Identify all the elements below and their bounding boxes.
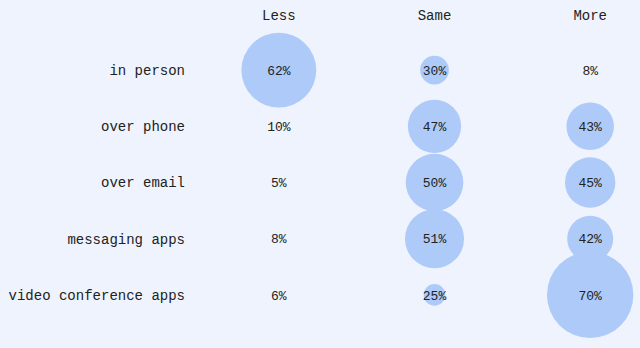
svg-text:Same: Same [418, 8, 452, 24]
svg-text:8%: 8% [582, 64, 598, 79]
svg-text:6%: 6% [271, 289, 287, 304]
svg-text:video conference apps: video conference apps [9, 288, 185, 304]
svg-text:47%: 47% [423, 120, 447, 135]
svg-text:messaging apps: messaging apps [67, 232, 185, 248]
svg-text:25%: 25% [423, 289, 447, 304]
svg-text:More: More [573, 8, 607, 24]
svg-text:Less: Less [262, 8, 296, 24]
svg-text:43%: 43% [578, 120, 602, 135]
svg-text:10%: 10% [267, 120, 291, 135]
svg-text:8%: 8% [271, 232, 287, 247]
svg-text:over email: over email [101, 175, 185, 191]
svg-text:70%: 70% [578, 289, 602, 304]
svg-text:in person: in person [109, 63, 185, 79]
svg-text:50%: 50% [423, 176, 447, 191]
svg-text:5%: 5% [271, 176, 287, 191]
svg-text:30%: 30% [423, 64, 447, 79]
svg-text:45%: 45% [578, 176, 602, 191]
svg-text:42%: 42% [578, 232, 602, 247]
svg-text:62%: 62% [267, 64, 291, 79]
svg-text:51%: 51% [423, 232, 447, 247]
svg-text:over phone: over phone [101, 119, 185, 135]
